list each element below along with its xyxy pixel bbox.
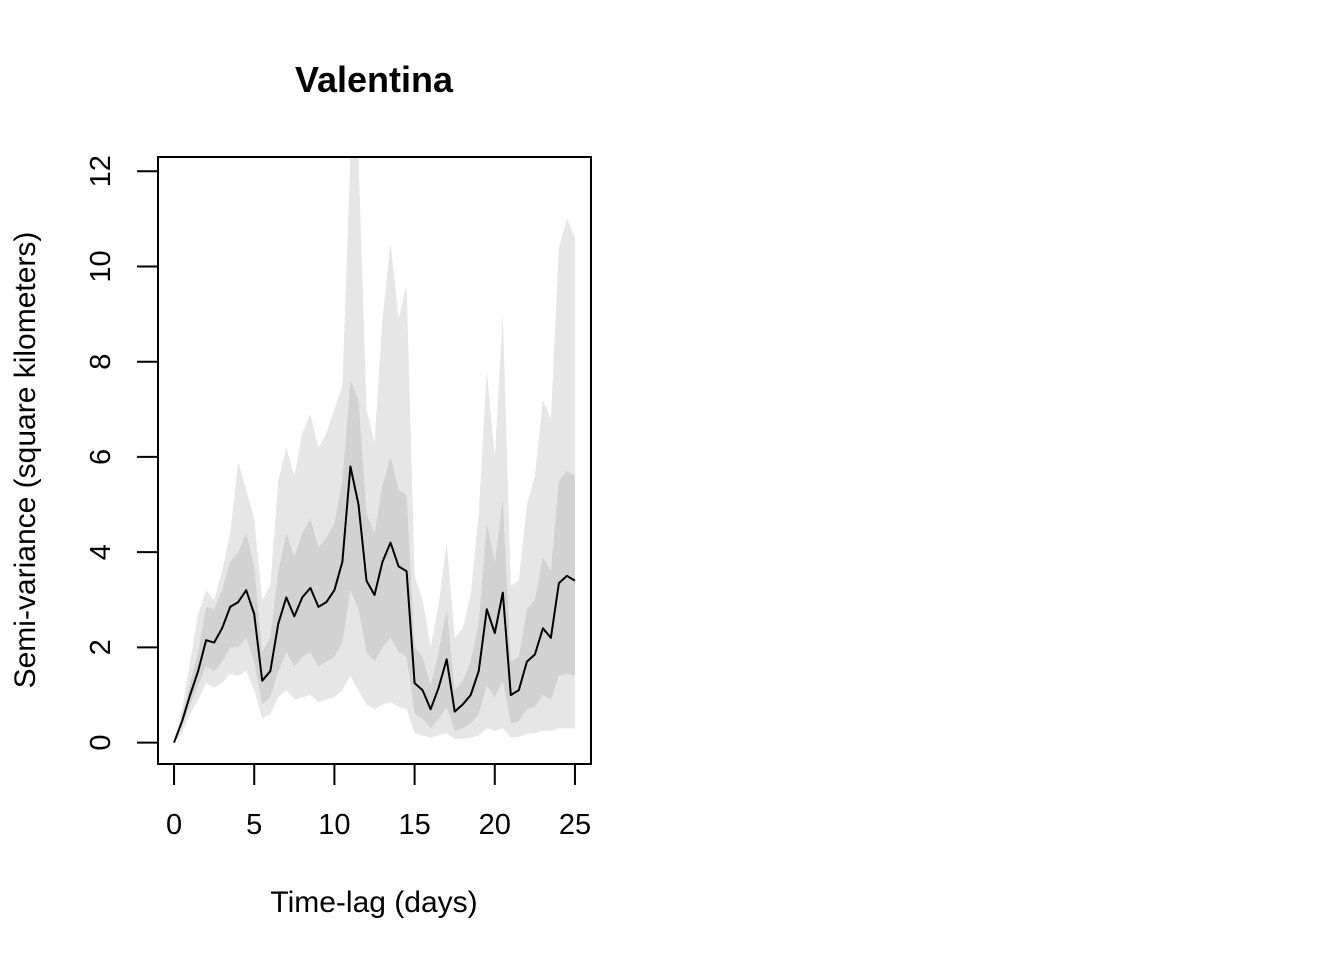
- y-axis-label: Semi-variance (square kilometers): [9, 232, 42, 689]
- x-tick-label: 25: [559, 809, 591, 841]
- y-axis: 0 2 4 6 8 10 12: [85, 155, 159, 751]
- outer-band: [174, 157, 575, 743]
- y-tick-label: 8: [85, 354, 117, 370]
- x-tick-label: 10: [318, 809, 350, 841]
- y-tick-label: 6: [85, 449, 117, 465]
- x-tick-label: 15: [398, 809, 430, 841]
- estimate-line: [173, 465, 576, 743]
- chart-title: Valentina: [295, 59, 454, 100]
- y-tick-label: 10: [85, 250, 117, 282]
- plot-area: [173, 157, 576, 743]
- x-tick-label: 0: [166, 809, 182, 841]
- y-tick-label: 4: [85, 544, 117, 560]
- x-tick-label: 20: [479, 809, 511, 841]
- x-tick-label: 5: [246, 809, 262, 841]
- y-tick-label: 0: [85, 735, 117, 751]
- y-tick-label: 2: [85, 639, 117, 655]
- x-axis-label: Time-lag (days): [270, 886, 477, 919]
- x-axis: 0 5 10 15 20 25: [166, 763, 591, 841]
- y-tick-label: 12: [85, 155, 117, 187]
